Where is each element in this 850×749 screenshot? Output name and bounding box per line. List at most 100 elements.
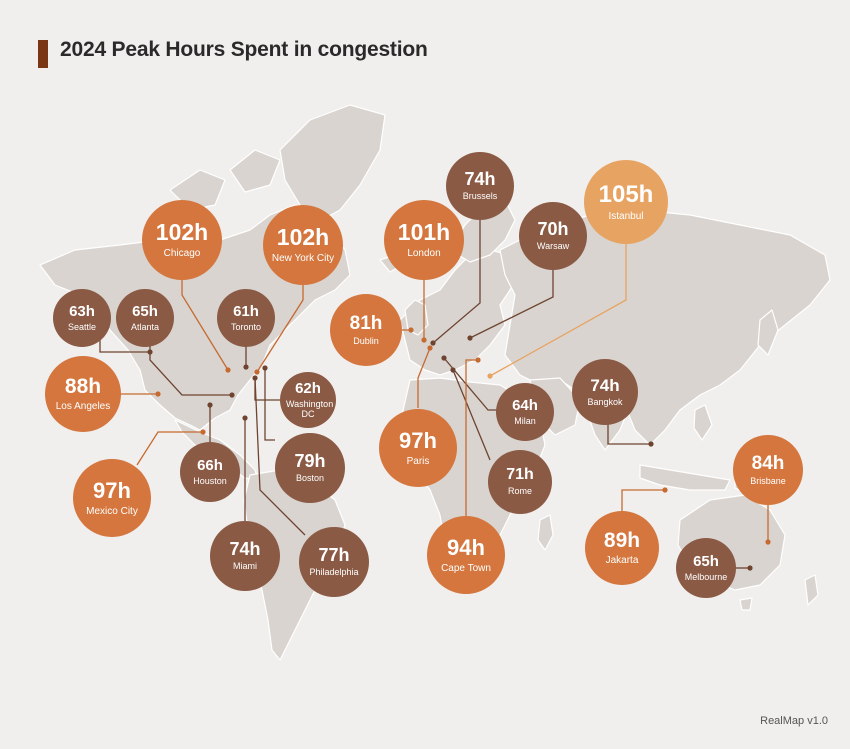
dot-jakarta [662,487,668,493]
arctic-islands-2 [229,149,281,193]
city-value-houston: 66h [197,456,223,474]
city-name-miami: Miami [233,561,257,572]
city-bubble-washington-dc: 62h Washington DC [280,372,336,428]
city-bubble-jakarta: 89h Jakarta [585,511,659,585]
city-value-mexico-city: 97h [93,477,131,503]
city-value-milan: 64h [512,396,538,414]
city-value-dublin: 81h [349,312,383,334]
dot-washington-dc [252,375,258,381]
city-name-jakarta: Jakarta [605,555,639,566]
city-bubble-melbourne: 65h Melbourne [676,538,736,598]
city-name-los-angeles: Los Angeles [55,401,111,412]
city-name-chicago: Chicago [163,248,201,259]
city-name-bangkok: Bangkok [587,396,623,407]
city-value-toronto: 61h [233,302,259,320]
dot-warsaw [467,335,473,341]
city-bubble-atlanta: 65h Atlanta [116,289,174,347]
dot-miami [242,415,248,421]
city-name-new-york-city: New York City [271,253,335,264]
city-value-warsaw: 70h [537,219,569,240]
dot-melbourne [747,565,753,571]
city-name-toronto: Toronto [230,321,262,332]
dot-brisbane [765,539,771,545]
city-name-brisbane: Brisbane [750,475,786,486]
dot-milan [441,355,447,361]
tasmania [739,597,753,611]
city-bubble-toronto: 61h Toronto [217,289,275,347]
city-value-paris: 97h [399,427,437,453]
city-bubble-london: 101h London [384,200,464,280]
city-bubble-milan: 64h Milan [496,383,554,441]
city-bubble-paris: 97h Paris [379,409,457,487]
bangkok-connector [607,420,651,445]
city-value-miami: 74h [229,539,261,560]
chicago-connector [181,280,229,371]
city-value-melbourne: 65h [693,552,719,570]
warsaw-connector [469,270,554,339]
dot-brussels [430,340,436,346]
city-value-new-york-city: 102h [276,224,330,250]
new-york-city-connector [256,285,304,373]
city-bubble-cape-town: 94h Cape Town [427,516,505,594]
seattle-connector [99,340,150,353]
city-name-rome: Rome [507,486,532,497]
city-name-washington-dc: Washington DC [286,398,334,419]
city-name-milan: Milan [514,415,536,426]
dot-los-angeles [155,391,161,397]
greenland-landmass [279,104,386,223]
city-bubble-brussels: 74h Brussels [446,152,514,220]
brussels-connector [432,220,481,344]
city-bubble-los-angeles: 88h Los Angeles [45,356,121,432]
footer-credit: RealMap v1.0 [760,715,828,727]
city-bubble-bangkok: 74h Bangkok [572,359,638,425]
dot-london [421,337,427,343]
city-value-istanbul: 105h [598,180,654,208]
city-name-brussels: Brussels [462,191,498,202]
city-value-brussels: 74h [464,169,496,190]
city-bubble-boston: 79h Boston [275,433,345,503]
city-bubble-miami: 74h Miami [210,521,280,591]
dot-paris [427,345,433,351]
dot-istanbul [487,373,493,379]
title-accent-bar [38,40,48,68]
istanbul-connector [489,240,627,377]
city-value-atlanta: 65h [132,302,158,320]
dot-houston [207,402,213,408]
city-name-seattle: Seattle [67,321,97,332]
city-name-dublin: Dublin [353,335,379,346]
city-bubble-seattle: 63h Seattle [53,289,111,347]
cape-town-connector [465,359,478,525]
city-name-cape-town: Cape Town [441,562,491,574]
boston-connector [264,368,275,441]
madagascar [537,514,554,551]
dot-seattle [147,349,153,355]
city-value-rome: 71h [506,466,534,484]
city-name-london: London [407,248,441,259]
city-bubble-rome: 71h Rome [488,450,552,514]
city-name-boston: Boston [295,473,325,484]
philadelphia-connector [254,377,306,536]
dot-mexico-city [200,429,206,435]
city-name-mexico-city: Mexico City [86,505,138,517]
jakarta-connector [621,489,665,515]
city-value-chicago: 102h [155,219,209,245]
new-zealand [804,574,819,606]
dot-dublin [408,327,414,333]
dot-boston [262,365,268,371]
mexico-city-connector [136,431,203,466]
city-value-bangkok: 74h [590,375,620,395]
europe-landmass [399,249,521,376]
city-bubble-mexico-city: 97h Mexico City [73,459,151,537]
japan [757,309,779,356]
rome-connector [452,369,491,461]
dot-new-york-city [254,369,260,375]
city-bubble-houston: 66h Houston [180,442,240,502]
city-name-warsaw: Warsaw [536,241,570,252]
city-name-philadelphia: Philadelphia [309,567,359,578]
dot-atlanta [229,392,235,398]
city-name-houston: Houston [193,475,227,486]
city-bubble-warsaw: 70h Warsaw [519,202,587,270]
city-value-washington-dc: 62h [295,379,321,397]
city-value-cape-town: 94h [447,534,485,560]
